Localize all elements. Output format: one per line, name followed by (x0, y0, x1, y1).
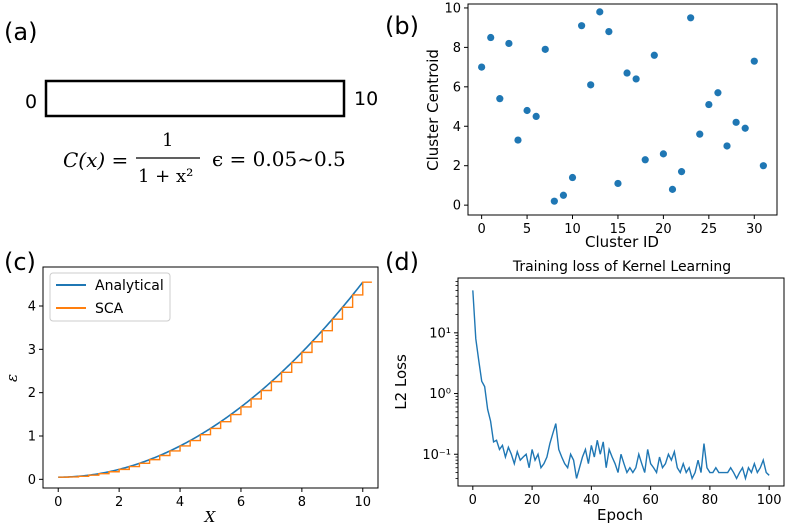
domain-left-label: 0 (25, 91, 37, 113)
formula-epsilon-range: ϵ = 0.05~0.5 (212, 147, 346, 171)
x-tick-label-b: 10 (564, 222, 581, 237)
scatter-point (759, 162, 767, 170)
scatter-point (732, 118, 740, 126)
x-tick-label-d: 20 (524, 493, 541, 508)
x-tick-label-d: 80 (702, 493, 719, 508)
formula-denominator: 1 + x² (138, 166, 193, 187)
scatter-point (650, 51, 658, 59)
scatter-point (614, 179, 622, 188)
domain-right-label: 10 (354, 88, 378, 110)
chart-title-d: Training loss of Kernel Learning (512, 259, 731, 275)
domain-rectangle (44, 79, 346, 118)
y-tick-label-b: 10 (444, 1, 461, 16)
x-axis-label-b: Cluster ID (585, 233, 659, 251)
scatter-point (750, 57, 758, 65)
line-chart-c: 0 2 4 6 8 10 0 1 2 3 4 Analytical SCA X ε (3, 266, 379, 526)
y-tick-label-b: 0 (453, 199, 461, 214)
x-tick-label-c: 10 (354, 495, 371, 510)
panel-label-c: (c) (4, 248, 36, 276)
x-tick-label-d: 0 (469, 493, 477, 508)
x-tick-label-c: 0 (54, 495, 62, 510)
x-tick-label-b: 30 (746, 222, 763, 237)
scatter-point (487, 33, 495, 42)
y-tick-label-d: 10⁻¹ (422, 448, 451, 463)
scatter-point (687, 14, 695, 22)
scatter-point (723, 142, 731, 150)
y-tick-label-c: 2 (28, 386, 36, 401)
scatter-point (632, 75, 640, 83)
panel-label-a: (a) (4, 18, 37, 46)
y-tick-label-c: 4 (28, 300, 36, 315)
x-axis-label-c: X (204, 508, 217, 526)
scatter-chart-b: 0 5 10 15 20 25 30 0 2 4 6 8 10 Cluster ID Cluster C… (424, 1, 778, 251)
scatter-point (659, 150, 667, 158)
scatter-point (532, 112, 540, 121)
legend-label-sca: SCA (95, 301, 124, 317)
formula-numerator: 1 (162, 130, 173, 151)
series-line-l2-loss (472, 290, 770, 482)
series-line-sca (58, 281, 372, 478)
x-tick-label-d: 100 (757, 493, 782, 508)
x-tick-label-c: 4 (176, 495, 184, 510)
scatter-point (741, 124, 749, 132)
scatter-point (714, 89, 722, 97)
plot-frame-c (42, 266, 379, 489)
scatter-point (677, 168, 686, 176)
plot-frame-b (467, 3, 778, 216)
y-tick-label-b: 6 (453, 80, 461, 95)
x-tick-label-c: 8 (298, 495, 306, 510)
y-tick-label-b: 4 (453, 120, 461, 135)
scatter-point (550, 197, 558, 205)
x-tick-label-b: 25 (701, 222, 718, 237)
scatter-point (596, 8, 604, 16)
x-tick-label-b: 15 (610, 222, 627, 237)
scatter-point (587, 81, 595, 89)
legend-c: Analytical SCA (49, 272, 171, 322)
legend-label-analytical: Analytical (95, 278, 164, 294)
scatter-point (541, 45, 549, 53)
scatter-point (641, 156, 649, 164)
formula-lhs: C(x) = (63, 148, 128, 172)
y-tick-label-c: 1 (28, 430, 36, 445)
scatter-point (478, 63, 486, 71)
scatter-point (623, 69, 631, 77)
schematic-panel: 0 10 C(x) = 1 1 + x² ϵ = 0.05~0.5 (25, 79, 378, 187)
scatter-point (496, 95, 504, 103)
x-tick-label-c: 6 (237, 495, 245, 510)
x-axis-label-d: Epoch (597, 506, 643, 524)
y-tick-label-c: 0 (28, 473, 36, 488)
panel-label-d: (d) (385, 248, 419, 276)
y-axis-label-d: L2 Loss (392, 354, 410, 410)
scatter-point (578, 22, 586, 30)
panel-label-b: (b) (385, 12, 419, 40)
x-tick-label-c: 2 (115, 495, 123, 510)
x-tick-label-b: 20 (655, 222, 672, 237)
x-tick-label-d: 40 (583, 493, 600, 508)
x-tick-label-b: 0 (477, 222, 485, 237)
scatter-point (505, 39, 513, 48)
scatter-point (568, 173, 577, 182)
x-tick-label-b: 5 (523, 222, 531, 237)
scatter-point (523, 106, 531, 115)
y-tick-label-c: 3 (28, 343, 36, 358)
scatter-point (696, 130, 704, 138)
y-tick-label-b: 8 (453, 41, 461, 56)
line-chart-d: Training loss of Kernel Learning 0 20 40 60… (392, 259, 785, 524)
scatter-point (514, 136, 522, 144)
y-axis-label-b: Cluster Centroid (424, 49, 442, 171)
y-tick-label-d: 10⁰ (429, 387, 451, 402)
y-tick-label-d: 10¹ (429, 326, 451, 341)
y-axis-label-c: ε (3, 374, 21, 382)
scatter-point (605, 28, 613, 36)
scatter-point (559, 191, 568, 199)
scatter-point (705, 100, 713, 109)
scatter-point (668, 185, 677, 193)
y-tick-label-b: 2 (453, 159, 461, 174)
plot-frame-d (457, 277, 785, 487)
x-tick-label-d: 60 (642, 493, 659, 508)
